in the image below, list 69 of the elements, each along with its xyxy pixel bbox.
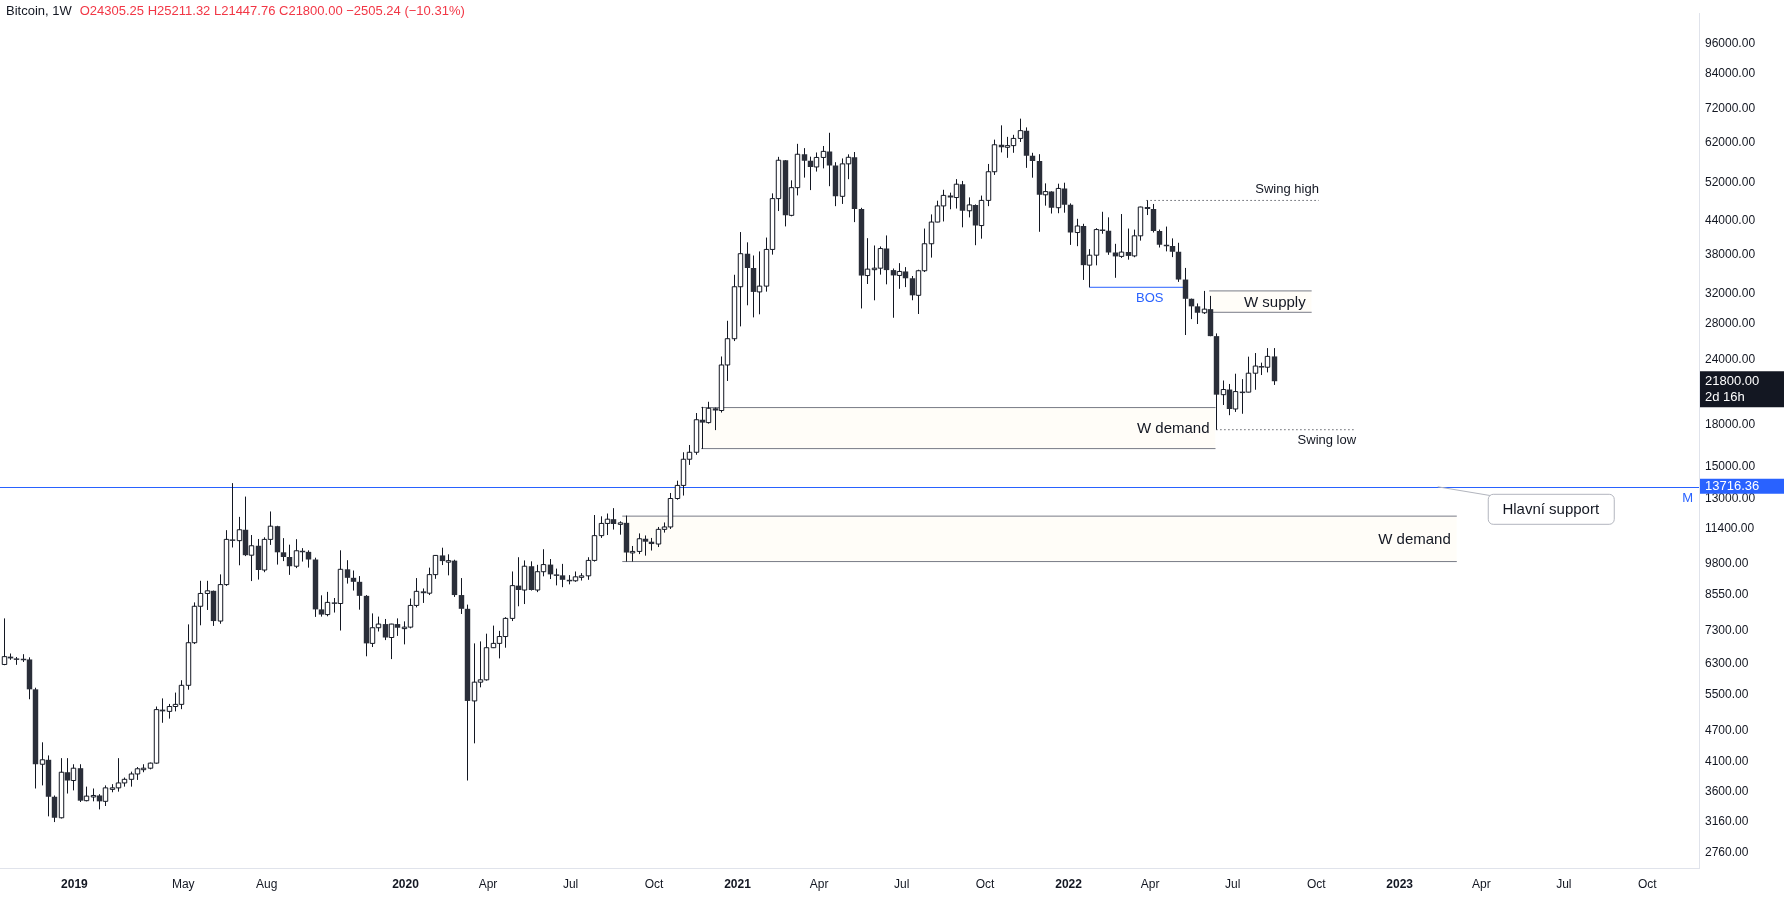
y-tick-label: 11400.00 — [1705, 521, 1755, 536]
x-tick-label: 2023 — [1386, 876, 1414, 891]
x-tick-label: Oct — [644, 876, 665, 891]
candlestick — [280, 537, 287, 562]
series-label: W demand — [1136, 419, 1210, 437]
x-tick-label: Aug — [256, 876, 278, 891]
series-label: BOS — [1136, 290, 1164, 306]
candlestick — [1169, 237, 1176, 258]
candlestick — [344, 559, 351, 585]
x-tick-label: Jul — [1225, 876, 1241, 891]
y-tick-label: 6300.00 — [1705, 656, 1749, 671]
y-tick-label: 38000.00 — [1705, 246, 1756, 261]
text: 21800.00 — [1705, 372, 1760, 388]
series-label: W supply — [1243, 292, 1307, 310]
x-tick-label: 2021 — [724, 876, 752, 891]
y-tick-label: 96000.00 — [1705, 35, 1756, 50]
x-tick-label: Apr — [809, 876, 829, 891]
y-tick-label: 62000.00 — [1705, 135, 1756, 150]
series-label: Swing low — [1297, 431, 1357, 447]
candlestick — [1194, 302, 1201, 325]
y-tick-label: 5500.00 — [1705, 687, 1749, 702]
y-tick-label: 8550.00 — [1705, 586, 1749, 601]
candlestick — [801, 147, 808, 179]
text: 2d 16h — [1705, 388, 1745, 404]
y-tick-label: 52000.00 — [1705, 175, 1756, 190]
x-tick-label: 2019 — [61, 876, 89, 891]
chart-subtitle: O24305.25 H25211.32 L21447.76 C21800.00 −2505.24 (−10.31%) — [79, 3, 465, 18]
y-tick-label: 84000.00 — [1705, 66, 1756, 81]
y-tick-label: 44000.00 — [1705, 213, 1756, 228]
series-label: W demand — [1378, 529, 1451, 547]
x-tick-label: 2020 — [392, 876, 420, 891]
y-tick-label: 28000.00 — [1705, 316, 1756, 331]
x-tick-label: Apr — [1471, 876, 1491, 891]
y-tick-label: 4100.00 — [1705, 754, 1749, 769]
x-tick-label: Jul — [1556, 876, 1572, 891]
candlestick — [286, 544, 293, 576]
ref-line-label: 13716.36 — [1705, 478, 1760, 494]
x-tick-label: Oct — [1306, 876, 1327, 891]
y-tick-label: 13000.00 — [1705, 491, 1756, 506]
candlestick — [350, 570, 357, 592]
y-tick-label: 7300.00 — [1705, 622, 1749, 637]
x-tick-label: Apr — [478, 876, 498, 891]
series-label: Swing high — [1255, 180, 1319, 196]
y-tick-label: 4700.00 — [1705, 723, 1749, 738]
x-tick-label: Oct — [1637, 876, 1658, 891]
candlestick — [1150, 203, 1157, 233]
x-tick-label: Oct — [975, 876, 996, 891]
y-tick-label: 9800.00 — [1705, 555, 1749, 570]
chart-title: Bitcoin, 1W — [6, 3, 72, 18]
y-tick-label: 2760.00 — [1705, 844, 1749, 859]
candlestick — [1182, 267, 1189, 336]
y-tick-label: 24000.00 — [1705, 351, 1756, 366]
y-tick-label: 72000.00 — [1705, 101, 1756, 116]
candlestick — [356, 575, 363, 611]
x-tick-label: May — [171, 876, 195, 891]
annotation: Hlavní support — [1502, 499, 1600, 517]
y-tick-label: 32000.00 — [1705, 286, 1756, 301]
y-tick-label: 15000.00 — [1705, 458, 1756, 473]
y-tick-label: 18000.00 — [1705, 417, 1756, 432]
candlestick — [744, 241, 751, 306]
y-tick-label: 3160.00 — [1705, 813, 1749, 828]
candlestick — [51, 794, 58, 823]
y-tick-label: 3600.00 — [1705, 783, 1749, 798]
x-tick-label: Jul — [562, 876, 579, 891]
x-tick-label: Jul — [893, 876, 910, 891]
x-tick-label: 2022 — [1055, 876, 1083, 891]
candlestick — [458, 577, 465, 615]
annotation: M — [1682, 490, 1693, 506]
x-tick-label: Apr — [1140, 876, 1160, 891]
